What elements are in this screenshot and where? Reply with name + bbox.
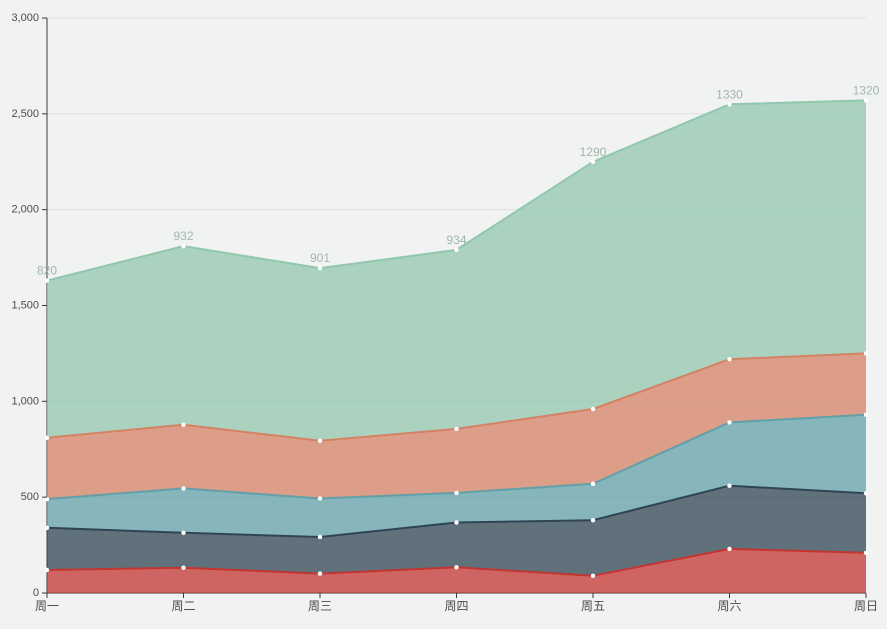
x-axis-label: 周六 — [717, 599, 741, 613]
data-point-series-salmon[interactable] — [590, 406, 596, 412]
data-point-series-dark-slate[interactable] — [863, 491, 869, 496]
data-point-series-red[interactable] — [727, 546, 732, 552]
value-label: 932 — [173, 229, 193, 243]
x-axis-label: 周五 — [581, 599, 605, 613]
x-axis-label: 周日 — [854, 599, 878, 613]
y-axis-label: 1,000 — [11, 395, 39, 407]
data-point-series-salmon[interactable] — [44, 435, 50, 440]
data-point-series-red[interactable] — [317, 571, 323, 576]
axis-labels: 0 500 1,000 1,500 2,000 2,500 3,000 周一 周二 周三 周四 周五 周… — [11, 12, 878, 613]
y-axis-label: 0 — [33, 587, 39, 599]
data-point-series-teal[interactable] — [863, 412, 869, 417]
data-point-series-green[interactable] — [44, 278, 50, 283]
data-point-series-salmon[interactable] — [181, 422, 186, 427]
value-label: 901 — [310, 251, 330, 265]
data-point-series-teal[interactable] — [590, 481, 596, 486]
data-point-series-dark-slate[interactable] — [727, 483, 732, 488]
data-point-series-red[interactable] — [454, 565, 459, 570]
data-point-series-red[interactable] — [44, 567, 50, 573]
area-series-green[interactable] — [47, 100, 866, 441]
value-label: 1320 — [853, 83, 880, 97]
data-point-series-green[interactable] — [590, 159, 596, 164]
y-axis-label: 2,500 — [11, 108, 39, 120]
value-labels: 820 932 901 934 1290 1330 1320 — [37, 83, 880, 277]
data-point-series-teal[interactable] — [44, 496, 50, 502]
data-point-series-green[interactable] — [317, 265, 323, 271]
area-series-dark-slate[interactable] — [47, 485, 866, 576]
value-label: 934 — [446, 233, 466, 247]
data-point-series-salmon[interactable] — [317, 438, 323, 443]
data-points — [44, 98, 869, 578]
data-point-series-dark-slate[interactable] — [181, 530, 186, 535]
value-label: 1290 — [580, 145, 607, 159]
data-point-series-salmon[interactable] — [727, 357, 732, 362]
data-point-series-dark-slate[interactable] — [590, 518, 596, 523]
data-point-series-green[interactable] — [181, 243, 186, 249]
data-point-series-dark-slate[interactable] — [44, 525, 50, 530]
series-areas — [47, 100, 866, 593]
x-axis-label: 周四 — [444, 599, 468, 613]
data-point-series-red[interactable] — [863, 550, 869, 555]
data-point-series-green[interactable] — [454, 247, 459, 253]
y-axis-label: 500 — [21, 491, 39, 503]
data-point-series-teal[interactable] — [181, 486, 186, 491]
data-point-series-green[interactable] — [863, 98, 869, 103]
data-point-series-red[interactable] — [181, 565, 186, 570]
data-point-series-green[interactable] — [727, 102, 732, 107]
data-point-series-teal[interactable] — [317, 496, 323, 501]
y-axis-label: 1,500 — [11, 300, 39, 312]
area-series-teal[interactable] — [47, 414, 866, 537]
value-label: 1330 — [716, 87, 743, 101]
x-axis-label: 周二 — [171, 599, 195, 613]
data-point-series-teal[interactable] — [727, 420, 732, 425]
data-point-series-salmon[interactable] — [454, 426, 459, 432]
value-label: 820 — [37, 264, 57, 278]
data-point-series-dark-slate[interactable] — [317, 534, 323, 540]
y-axis-label: 2,000 — [11, 204, 39, 216]
data-point-series-salmon[interactable] — [863, 351, 869, 356]
axis-ticks — [42, 17, 867, 598]
data-point-series-dark-slate[interactable] — [454, 520, 459, 525]
data-point-series-red[interactable] — [590, 573, 596, 578]
area-series-salmon[interactable] — [47, 353, 866, 500]
y-axis-label: 3,000 — [11, 12, 39, 24]
data-point-series-teal[interactable] — [454, 490, 459, 496]
x-axis-label: 周一 — [35, 599, 59, 613]
x-axis-label: 周三 — [308, 599, 332, 613]
area-series-red[interactable] — [47, 548, 866, 593]
